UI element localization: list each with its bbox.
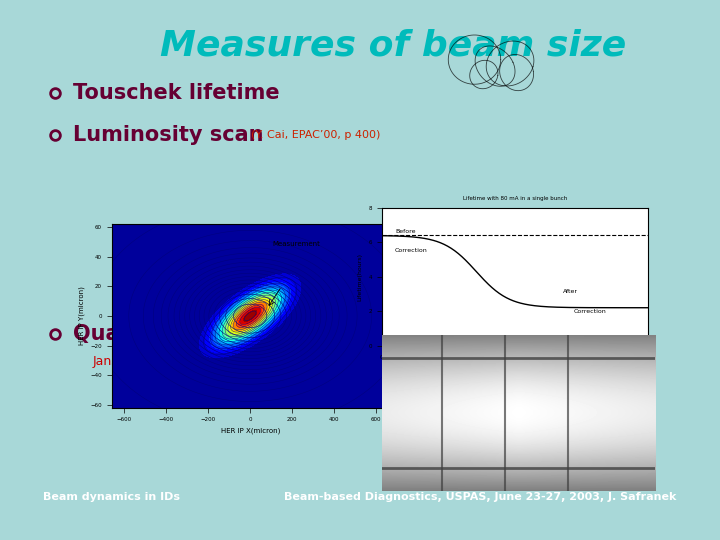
Text: Measurement: Measurement [272,241,320,247]
Text: Correction: Correction [573,308,606,314]
Y-axis label: HER IP Y(micron): HER IP Y(micron) [78,286,85,346]
Text: Quadrupole moment detectors: Quadrupole moment detectors [73,324,435,344]
Text: Before: Before [395,228,415,234]
Text: Correction: Correction [395,248,428,253]
X-axis label: time(minutes): time(minutes) [492,366,537,371]
Text: (Y. Cai, EPAC’00, p 400): (Y. Cai, EPAC’00, p 400) [251,130,381,140]
Text: Luminosity scan: Luminosity scan [73,125,264,145]
Text: Beam-based Diagnostics, USPAS, June 23-27, 2003, J. Safranek: Beam-based Diagnostics, USPAS, June 23-2… [284,492,677,502]
X-axis label: HER IP X(micron): HER IP X(micron) [220,428,280,435]
Text: Beam dynamics in IDs: Beam dynamics in IDs [43,492,181,502]
Text: Touschek lifetime: Touschek lifetime [73,83,280,103]
Text: Jansson et al., CERN-PS, PAC’99): Jansson et al., CERN-PS, PAC’99) [93,355,296,368]
Title: Lifetime with 80 mA in a single bunch: Lifetime with 80 mA in a single bunch [463,195,567,200]
Y-axis label: Lifetime(hours): Lifetime(hours) [358,253,363,301]
Text: Measures of beam size: Measures of beam size [160,29,626,63]
Text: After: After [563,289,577,294]
